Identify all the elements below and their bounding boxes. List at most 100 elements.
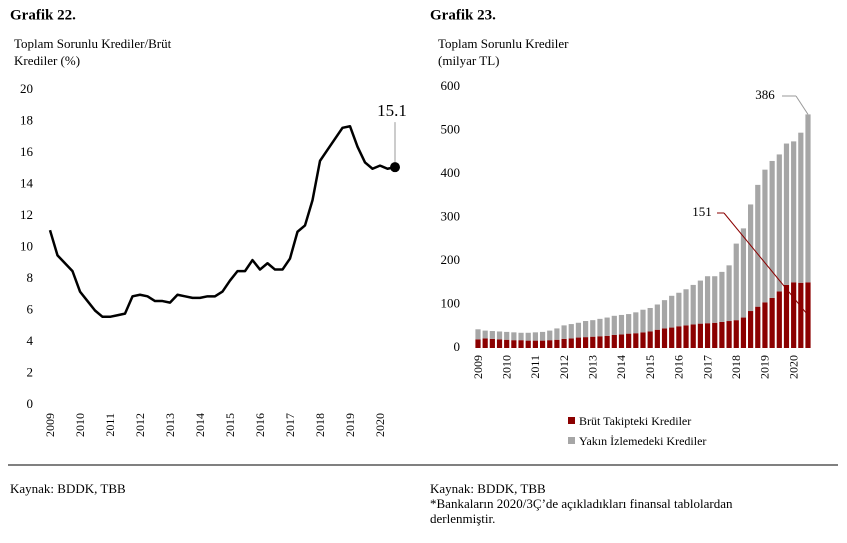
bar-segment: [748, 204, 754, 312]
bar-segment: [791, 141, 797, 283]
bar-segment: [568, 324, 574, 339]
x-tick-label: 2019: [758, 355, 772, 379]
bar-segment: [583, 321, 589, 338]
bar-segment: [712, 276, 718, 323]
y-tick-label: 2: [27, 364, 34, 379]
x-tick-label: 2015: [223, 413, 237, 437]
bar-segment: [676, 326, 682, 348]
bar-segment: [475, 329, 481, 340]
bar-segment: [518, 340, 524, 348]
bar-segment: [525, 340, 531, 348]
x-tick-label: 2015: [643, 355, 657, 379]
bar-segment: [748, 311, 754, 348]
bar-segment: [783, 143, 790, 285]
bar-segment: [611, 315, 617, 335]
bar-segment: [554, 339, 560, 348]
bar-segment: [669, 327, 675, 348]
bar-segment: [575, 337, 582, 348]
x-tick-label: 2020: [786, 355, 800, 379]
bar-segment: [518, 332, 524, 341]
bar-segment: [482, 338, 488, 348]
bar-segment: [590, 336, 596, 348]
bar-segment: [647, 331, 653, 348]
x-tick-label: 2017: [700, 355, 714, 379]
bar-segment: [654, 329, 660, 348]
y-tick-label: 16: [20, 144, 34, 159]
bar-segment: [776, 154, 782, 292]
x-tick-label: 2014: [614, 355, 628, 379]
chart-title: (milyar TL): [438, 53, 500, 68]
bar-segment: [504, 339, 510, 348]
x-tick-label: 2014: [193, 413, 207, 437]
bar-segment: [626, 333, 632, 348]
bar-segment: [697, 323, 703, 348]
bar-segment: [489, 338, 495, 348]
bar-segment: [647, 307, 653, 332]
x-tick-label: 2020: [373, 413, 387, 437]
x-tick-label: 2016: [253, 413, 267, 437]
data-label: 15.1: [377, 101, 407, 120]
x-tick-label: 2009: [471, 355, 485, 379]
y-tick-label: 18: [20, 112, 33, 127]
leader-line: [795, 95, 809, 115]
bar-segment: [798, 282, 804, 348]
bar-segment: [511, 332, 517, 341]
bar-segment: [482, 330, 488, 339]
note: derlenmiştir.: [430, 511, 495, 526]
bar-segment: [704, 323, 711, 348]
bar-segment: [618, 334, 625, 348]
source: Kaynak: BDDK, TBB: [10, 481, 126, 496]
y-tick-label: 0: [454, 339, 461, 354]
bar-segment: [504, 331, 510, 340]
bar-segment: [611, 334, 617, 348]
bar-segment: [597, 336, 603, 348]
legend-swatch: [568, 437, 575, 444]
chart-title: Krediler (%): [14, 53, 80, 68]
y-tick-label: 100: [441, 295, 461, 310]
y-tick-label: 6: [27, 301, 34, 316]
bar-segment: [561, 338, 567, 348]
x-tick-label: 2013: [586, 355, 600, 379]
end-point: [390, 162, 400, 173]
bar-segment: [726, 265, 732, 322]
bar-segment: [676, 292, 682, 327]
bar-segment: [769, 160, 775, 298]
bar-segment: [539, 340, 546, 348]
x-tick-label: 2012: [557, 355, 571, 379]
bar-segment: [661, 328, 668, 348]
bar-segment: [604, 317, 610, 336]
legend-label: Brüt Takipteki Krediler: [579, 414, 691, 428]
bar-segment: [798, 132, 804, 283]
bar-segment: [597, 318, 603, 337]
bar-segment: [740, 317, 747, 348]
x-tick-label: 2009: [43, 413, 57, 437]
x-tick-label: 2016: [672, 355, 686, 379]
bar-segment: [791, 282, 797, 348]
x-tick-label: 2018: [729, 355, 743, 379]
legend-label: Yakın İzlemedeki Krediler: [579, 434, 706, 448]
bar-segment: [568, 338, 574, 348]
chart-title: Toplam Sorunlu Krediler/Brüt: [14, 36, 172, 51]
bar-segment: [633, 333, 639, 348]
x-tick-label: 2018: [313, 413, 327, 437]
bar-segment: [669, 295, 675, 328]
y-tick-label: 4: [27, 333, 34, 348]
y-tick-label: 14: [20, 175, 34, 190]
bar-segment: [539, 331, 546, 341]
bar-segment: [554, 328, 560, 340]
y-tick-label: 200: [441, 252, 461, 267]
bar-segment: [805, 114, 811, 283]
y-tick-label: 20: [20, 81, 33, 96]
bar-segment: [726, 321, 732, 348]
x-tick-label: 2019: [343, 413, 357, 437]
bar-segment: [683, 289, 689, 326]
x-tick-label: 2010: [499, 355, 513, 379]
bar-segment: [532, 332, 538, 341]
bar-segment: [654, 304, 660, 330]
bar-segment: [690, 284, 696, 325]
source: Kaynak: BDDK, TBB: [430, 481, 546, 496]
bar-segment: [547, 330, 553, 341]
bar-segment: [769, 297, 775, 348]
leader-line: [723, 212, 809, 316]
x-tick-label: 2013: [163, 413, 177, 437]
